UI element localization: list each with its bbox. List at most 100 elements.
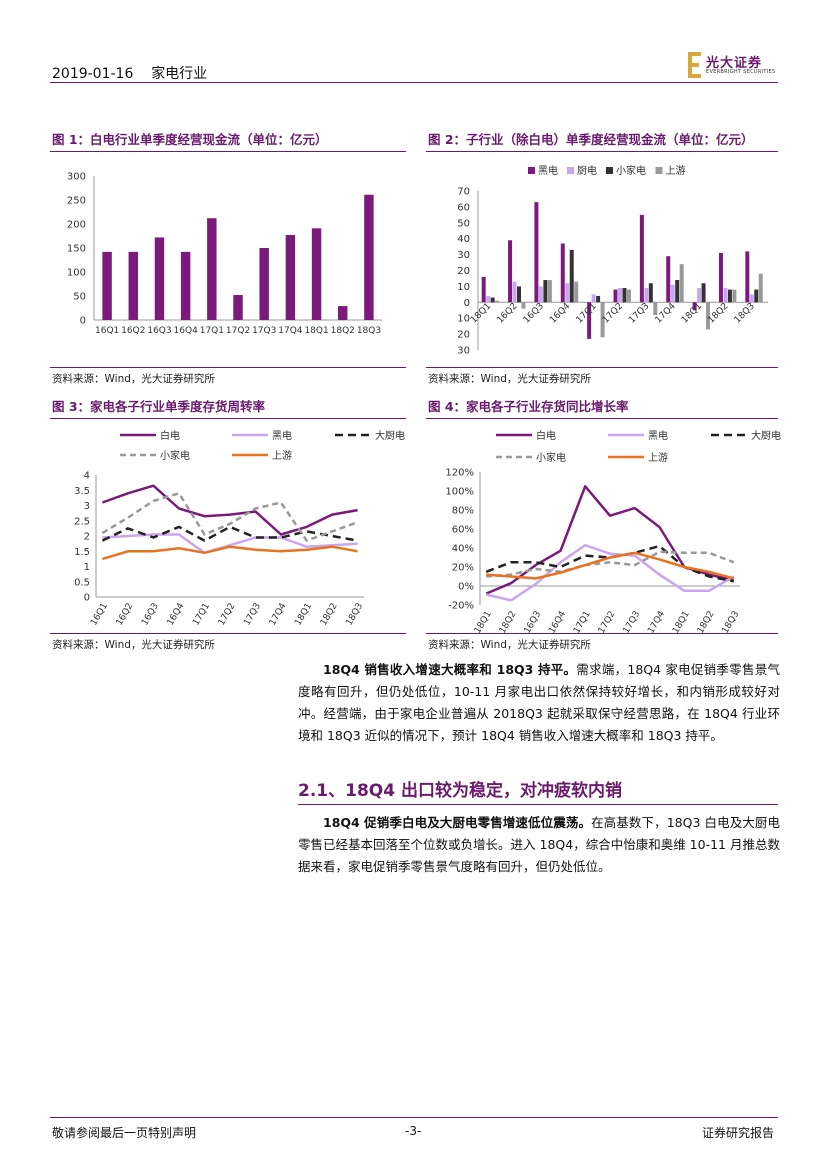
- fig1-bar: [154, 237, 165, 320]
- fig1-bar: [259, 248, 269, 320]
- fig2-bar: [653, 302, 658, 316]
- fig1-title: 图 1：白电行业单季度经营现金流（单位：亿元）: [52, 132, 328, 147]
- fig3-series-line: [101, 525, 358, 542]
- fig2-bar: [617, 287, 622, 303]
- fig2-x-tick-label: 16Q2: [495, 301, 519, 325]
- fig2-source-rule: [426, 367, 778, 368]
- fig2-title: 图 2：子行业（除白电）单季度经营现金流（单位：亿元）: [428, 132, 754, 147]
- fig3-x-tick-label: 17Q4: [268, 601, 289, 627]
- fig3-x-tick-label: 18Q1: [293, 602, 314, 628]
- fig2-bar: [521, 302, 526, 309]
- fig2-legend-swatch: [567, 167, 574, 174]
- fig4-y-tick-label: -20%: [448, 601, 474, 612]
- fig4-legend-label: 大厨电: [751, 429, 781, 442]
- fig2-bar: [692, 302, 697, 311]
- fig4-source-rule: [426, 633, 778, 634]
- fig4-y-tick-label: 60%: [452, 525, 474, 536]
- fig2-bar: [517, 286, 521, 303]
- fig1-y-tick-label: 300: [67, 172, 86, 183]
- fig4-x-tick-label: 17Q4: [646, 609, 667, 635]
- fig2-bar: [486, 295, 491, 303]
- fig2-bar: [626, 289, 631, 303]
- fig1-x-tick-label: 16Q2: [121, 326, 145, 336]
- paragraph-1: 18Q4 销售收入增速大概率和 18Q3 持平。需求端，18Q4 家电促销季零售…: [298, 659, 780, 747]
- fig1-y-tick-label: 150: [67, 244, 86, 255]
- fig3-x-tick-label: 16Q2: [115, 602, 136, 628]
- fig4-legend-label: 小家电: [536, 451, 566, 464]
- fig2-title-rule: [426, 151, 778, 152]
- fig2-bar: [591, 294, 596, 303]
- fig1-bar: [180, 251, 191, 320]
- fig3-legend-label: 白电: [160, 429, 180, 442]
- fig1-y-tick-label: 200: [67, 220, 86, 231]
- paragraph-2-lead: 18Q4 促销季白电及大厨电零售增速低位震荡。: [323, 815, 592, 830]
- fig3-source-rule: [50, 633, 406, 634]
- fig3-y-tick-label: 0: [84, 593, 90, 604]
- fig2-legend-label: 黑电: [538, 164, 558, 177]
- fig1-y-tick-label: 100: [67, 268, 86, 279]
- fig2-x-tick-label: 18Q1: [680, 301, 704, 325]
- fig2-bar: [639, 214, 644, 303]
- fig2-bar: [675, 280, 680, 303]
- fig2-bar: [723, 287, 728, 303]
- fig2-bar: [495, 300, 500, 303]
- fig3-x-tick-label: 16Q3: [140, 602, 161, 628]
- footer-report-type: 证券研究报告: [702, 1126, 775, 1140]
- fig2-bar: [754, 289, 759, 303]
- fig2-legend-swatch: [528, 167, 535, 174]
- fig2-bar: [543, 280, 548, 303]
- fig2-bar: [644, 287, 649, 303]
- fig2-bar: [648, 283, 653, 303]
- fig2-bar: [569, 249, 574, 303]
- fig1-bar: [364, 194, 374, 320]
- fig4-series-line: [486, 550, 735, 578]
- header-rule: [50, 82, 778, 83]
- fig3-legend-label: 上游: [272, 449, 292, 462]
- header-date: 2019-01-16: [52, 66, 134, 82]
- fig4-title-rule: [426, 418, 778, 419]
- fig2-bar: [732, 289, 737, 303]
- fig1-y-tick-label: 250: [67, 196, 86, 207]
- fig4-x-tick-label: 16Q4: [547, 609, 568, 635]
- fig2-x-tick-label: 18Q3: [733, 301, 757, 325]
- fig4-x-tick-label: 18Q2: [498, 610, 519, 636]
- fig2-y-tick-label: 70: [457, 187, 470, 198]
- fig4-y-tick-label: 80%: [452, 506, 474, 517]
- fig2-bar: [758, 273, 763, 303]
- fig3-series-line: [101, 492, 359, 542]
- fig2-bar: [679, 264, 684, 303]
- logo-text: 光大证券: [706, 56, 763, 71]
- fig4-x-tick-label: 18Q3: [721, 610, 742, 636]
- fig2-x-tick-label: 18Q1: [469, 301, 493, 325]
- fig4-x-tick-label: 17Q2: [597, 610, 618, 636]
- fig1-x-tick-label: 16Q1: [95, 326, 119, 336]
- fig3-y-tick-label: 3.5: [74, 486, 90, 497]
- company-logo: 光大证券 EVERBRIGHT SECURITIES: [688, 52, 780, 80]
- header-industry: 家电行业: [151, 66, 208, 82]
- fig2-source: 资料来源：Wind，光大证券研究所: [428, 373, 591, 385]
- fig2-bar: [512, 281, 517, 303]
- fig3-x-tick-label: 17Q3: [242, 602, 263, 628]
- fig3-title-rule: [50, 418, 406, 419]
- fig4-y-tick-label: 120%: [445, 468, 474, 479]
- fig3-legend-label: 小家电: [160, 449, 190, 462]
- fig2-bar: [538, 286, 543, 303]
- fig4-legend-label: 上游: [648, 451, 668, 464]
- header-date-industry: 2019-01-16 家电行业: [52, 63, 207, 83]
- logo-mark-icon: [688, 52, 701, 78]
- fig1-bar: [338, 306, 348, 320]
- fig4-y-tick-label: 40%: [452, 544, 474, 555]
- fig4-series-line: [485, 543, 735, 602]
- fig2-legend-swatch: [655, 167, 663, 174]
- fig4-x-tick-label: 17Q3: [622, 610, 643, 636]
- fig3-y-tick-label: 1.5: [74, 547, 90, 558]
- fig2-y-tick-label: 0: [464, 298, 470, 309]
- fig2-bar: [481, 276, 486, 303]
- fig4-x-tick-label: 16Q3: [523, 610, 544, 636]
- fig4-x-tick-label: 18Q1: [473, 610, 494, 636]
- logo-text-en: EVERBRIGHT SECURITIES: [706, 69, 776, 75]
- fig4-y-tick-label: 100%: [445, 487, 474, 498]
